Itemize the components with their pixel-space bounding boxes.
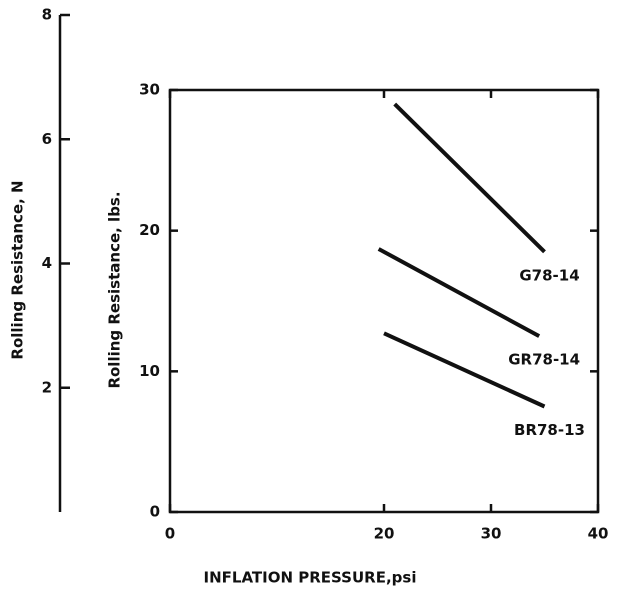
plot-frame [168,88,600,514]
x-tick-label: 30 [481,525,502,543]
series-label: G78-14 [519,266,579,284]
y-tick-label: 0 [150,503,160,521]
y2-tick-label: 8 [42,6,52,24]
x-axis-label: INFLATION PRESSURE,psi [204,569,417,587]
y-tick-label: 30 [139,81,160,99]
y-axis-label: Rolling Resistance, lbs. [106,191,124,388]
series-label: GR78-14 [508,351,580,369]
y-tick-label: 20 [139,221,160,239]
line [393,102,546,254]
y2-axis-label: Rolling Resistance, N [9,180,27,359]
y-tick-label: 10 [139,362,160,380]
line [377,247,541,338]
x-tick-label: 40 [588,525,609,543]
y2-tick-label: 6 [42,130,52,148]
x-tick-label: 20 [374,525,395,543]
y2-tick-label: 4 [42,254,52,272]
y2-tick-label: 2 [42,378,52,396]
line [383,331,546,409]
series-label: BR78-13 [514,421,585,439]
x-tick-label: 0 [165,525,175,543]
